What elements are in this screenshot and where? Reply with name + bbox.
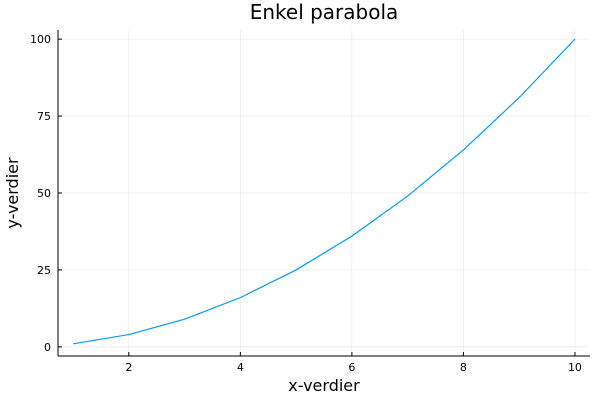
x-tick-label: 10 <box>568 361 582 374</box>
x-tick-label: 6 <box>348 361 355 374</box>
x-axis-label: x-verdier <box>288 376 360 395</box>
series <box>72 38 576 345</box>
y-tick-label: 0 <box>44 341 51 354</box>
y-tick-label: 25 <box>37 264 51 277</box>
y-tick-label: 75 <box>37 110 51 123</box>
y-axis-label: y-verdier <box>3 157 22 229</box>
x-tick-label: 2 <box>125 361 132 374</box>
grid <box>58 30 590 356</box>
x-tick-label: 8 <box>460 361 467 374</box>
y-tick-label: 50 <box>37 187 51 200</box>
x-tick-label: 4 <box>237 361 244 374</box>
chart-title: Enkel parabola <box>250 0 399 24</box>
series-line <box>72 38 576 345</box>
y-tick-label: 100 <box>30 33 51 46</box>
